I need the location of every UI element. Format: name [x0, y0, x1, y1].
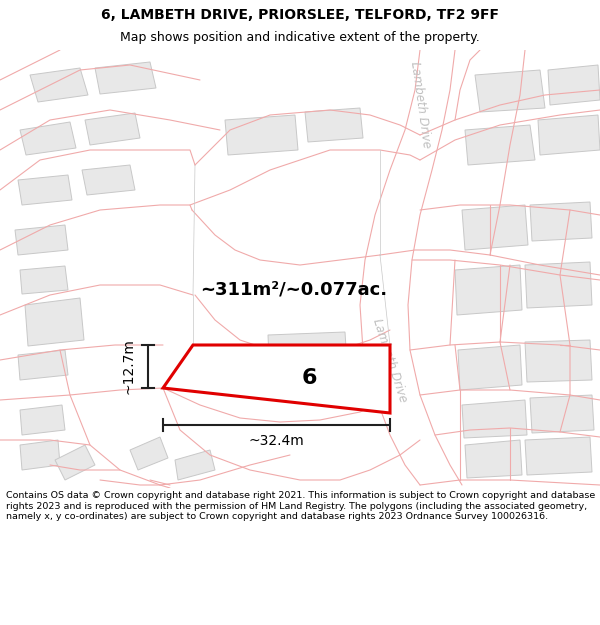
Polygon shape	[462, 400, 527, 438]
Polygon shape	[20, 122, 76, 155]
Polygon shape	[525, 340, 592, 382]
Polygon shape	[130, 437, 168, 470]
Polygon shape	[305, 108, 363, 142]
Polygon shape	[18, 350, 68, 380]
Polygon shape	[530, 202, 592, 241]
Text: ~32.4m: ~32.4m	[248, 434, 304, 448]
Polygon shape	[20, 440, 60, 470]
Polygon shape	[82, 165, 135, 195]
Polygon shape	[525, 262, 592, 308]
Text: Map shows position and indicative extent of the property.: Map shows position and indicative extent…	[120, 31, 480, 44]
Polygon shape	[465, 125, 535, 165]
Polygon shape	[538, 115, 600, 155]
Polygon shape	[268, 332, 348, 383]
Text: ~311m²/~0.077ac.: ~311m²/~0.077ac.	[200, 281, 387, 299]
Polygon shape	[455, 265, 522, 315]
Polygon shape	[30, 68, 88, 102]
Text: ~12.7m: ~12.7m	[122, 339, 136, 394]
Polygon shape	[15, 225, 68, 255]
Polygon shape	[20, 405, 65, 435]
Polygon shape	[225, 115, 298, 155]
Polygon shape	[475, 70, 545, 112]
Text: Contains OS data © Crown copyright and database right 2021. This information is : Contains OS data © Crown copyright and d…	[6, 491, 595, 521]
Polygon shape	[548, 65, 600, 105]
Polygon shape	[175, 450, 215, 480]
Text: Lambeth Drive: Lambeth Drive	[370, 316, 409, 404]
Polygon shape	[525, 437, 592, 475]
Polygon shape	[465, 440, 522, 478]
Polygon shape	[163, 345, 390, 413]
Polygon shape	[85, 113, 140, 145]
Polygon shape	[530, 395, 594, 433]
Polygon shape	[20, 266, 68, 294]
Text: 6, LAMBETH DRIVE, PRIORSLEE, TELFORD, TF2 9FF: 6, LAMBETH DRIVE, PRIORSLEE, TELFORD, TF…	[101, 8, 499, 22]
Polygon shape	[95, 62, 156, 94]
Polygon shape	[458, 345, 522, 390]
Polygon shape	[462, 205, 528, 250]
Polygon shape	[25, 298, 84, 346]
Text: Lambeth Drive: Lambeth Drive	[408, 61, 433, 149]
Polygon shape	[55, 445, 95, 480]
Text: 6: 6	[301, 368, 317, 388]
Polygon shape	[18, 175, 72, 205]
